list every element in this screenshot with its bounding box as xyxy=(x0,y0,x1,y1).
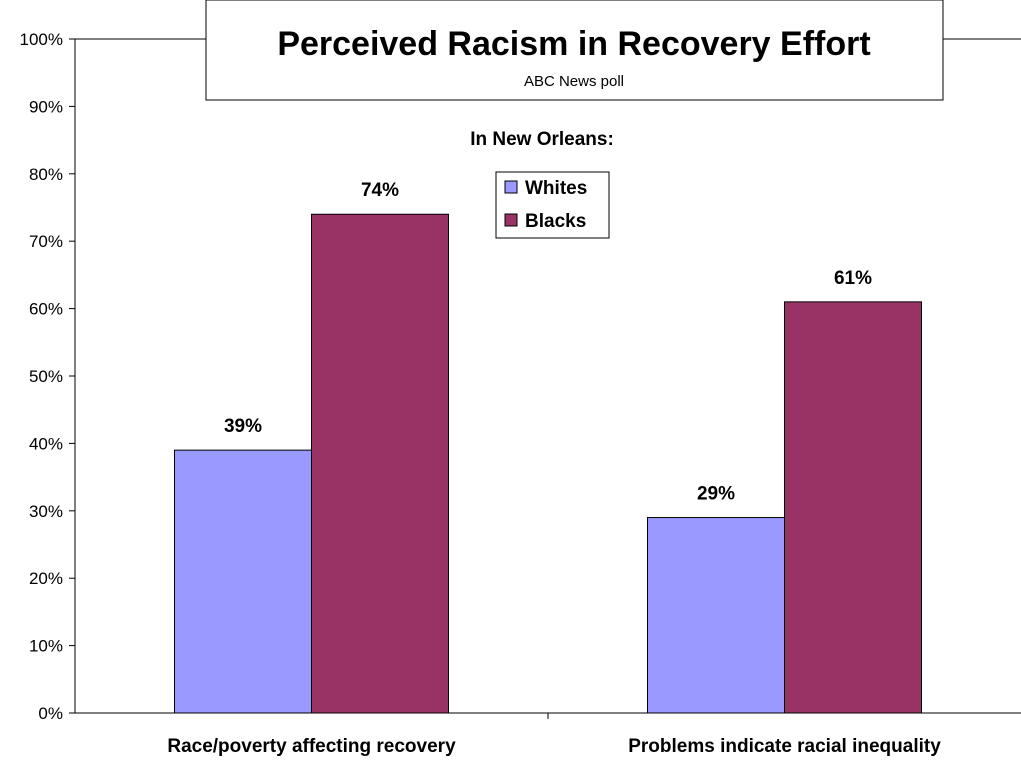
category-label: Race/poverty affecting recovery xyxy=(167,736,456,757)
bars xyxy=(174,213,922,714)
legend-label-whites: Whites xyxy=(525,178,587,199)
y-tick-label: 90% xyxy=(29,97,63,116)
data-labels: 39% 74% 29% 61% xyxy=(224,180,872,504)
data-label-blacks: 74% xyxy=(361,180,399,201)
bar-blacks xyxy=(784,301,922,714)
data-label-whites: 39% xyxy=(224,416,262,437)
y-tick-label: 100% xyxy=(20,30,63,49)
chart-subtitle: In New Orleans: xyxy=(470,129,614,150)
y-tick-label: 50% xyxy=(29,367,63,386)
legend: Whites Blacks xyxy=(495,171,610,239)
bar-blacks xyxy=(311,213,449,714)
y-tick-label: 40% xyxy=(29,434,63,453)
y-tick-label: 10% xyxy=(29,637,63,656)
chart-source: ABC News poll xyxy=(524,73,624,90)
y-tick-label: 60% xyxy=(29,300,63,319)
data-label-blacks: 61% xyxy=(834,268,872,289)
legend-swatch-blacks xyxy=(504,213,518,227)
data-label-whites: 29% xyxy=(697,484,735,505)
legend-swatch-whites xyxy=(504,180,518,194)
legend-label-blacks: Blacks xyxy=(525,211,586,232)
title-box-frame xyxy=(205,0,944,101)
bar-whites xyxy=(647,517,785,714)
y-tick-label: 80% xyxy=(29,165,63,184)
y-tick-label: 30% xyxy=(29,502,63,521)
category-labels: Race/poverty affecting recovery Problems … xyxy=(167,736,941,757)
chart-title: Perceived Racism in Recovery Effort xyxy=(277,25,870,63)
category-label: Problems indicate racial inequality xyxy=(628,736,941,757)
y-ticks: 0% 10% 20% 30% 40% 50% 60% 70% 80% 90% 100% xyxy=(20,30,75,723)
bar-whites xyxy=(174,449,312,714)
title-box: Perceived Racism in Recovery Effort ABC … xyxy=(205,0,944,101)
y-tick-label: 70% xyxy=(29,232,63,251)
y-tick-label: 0% xyxy=(38,704,63,723)
y-tick-label: 20% xyxy=(29,569,63,588)
